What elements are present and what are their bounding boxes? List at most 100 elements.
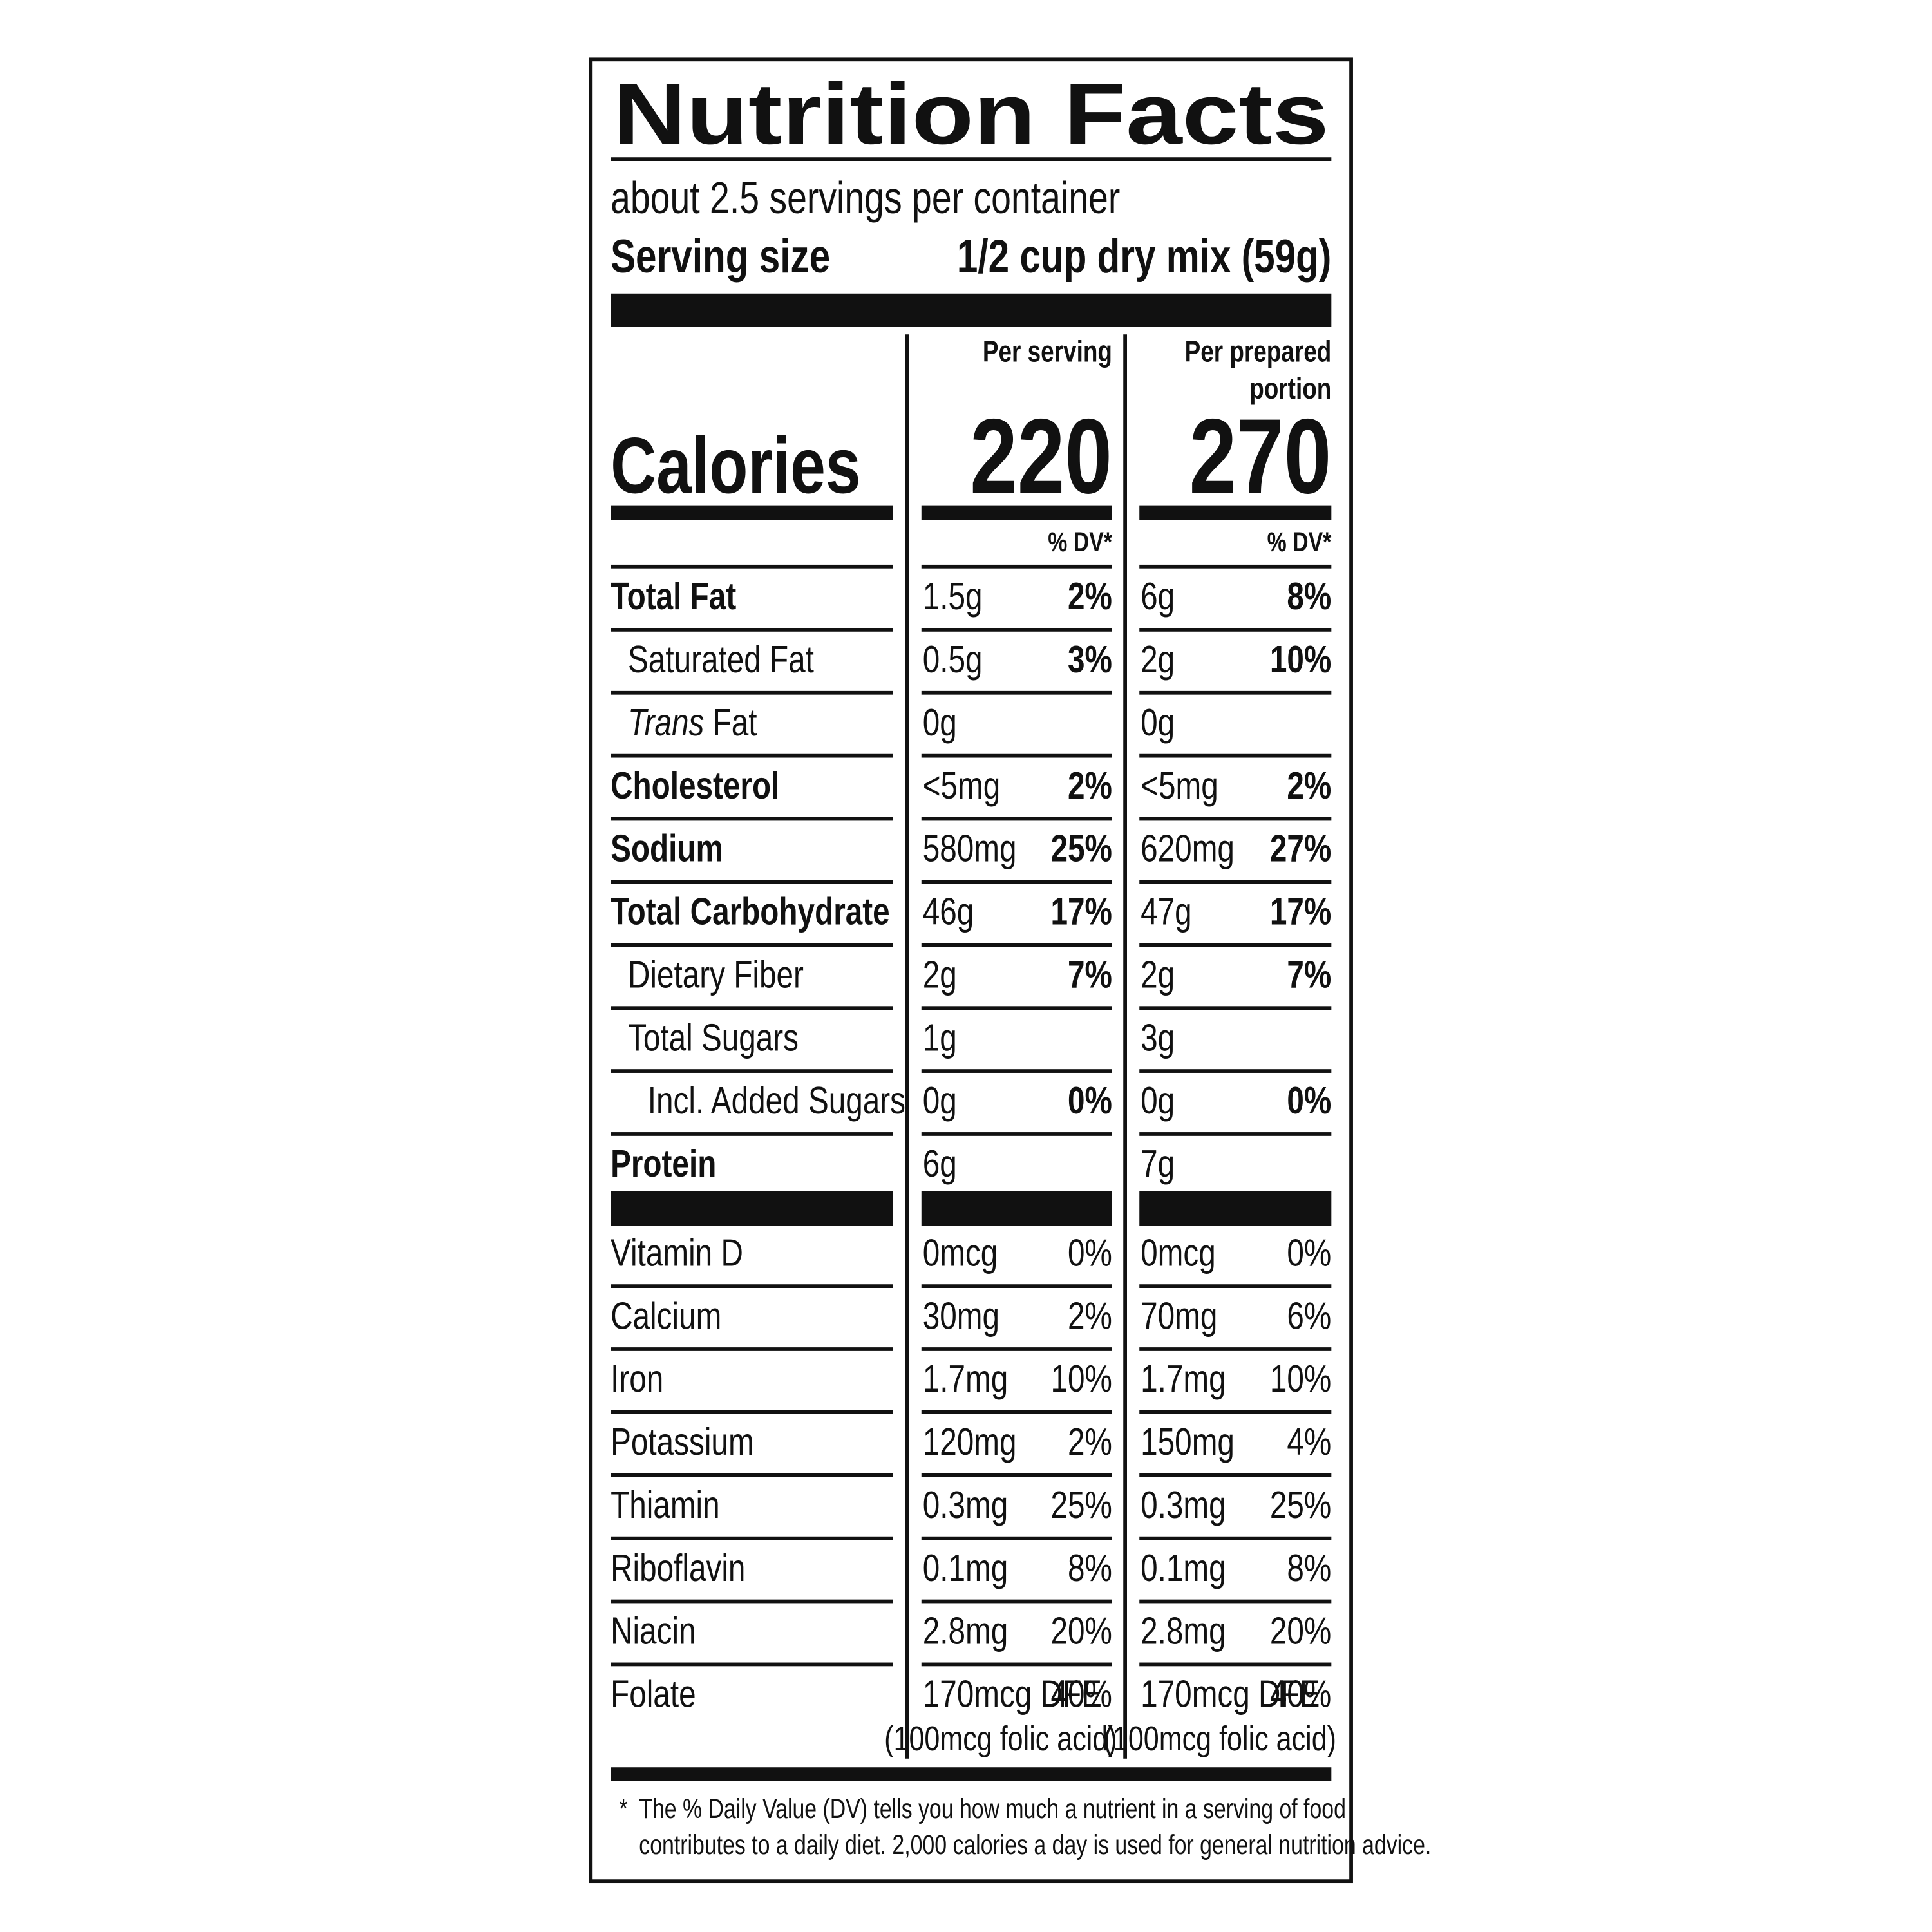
amount: 70mg	[1141, 1294, 1217, 1337]
nutrient-name: Saturated Fat	[628, 638, 814, 681]
row-rule	[1139, 1662, 1332, 1667]
amount: 150mg	[1141, 1421, 1235, 1463]
amount: 170mcg DFE	[923, 1673, 1102, 1716]
calories-rule	[611, 505, 893, 520]
section-bar	[1139, 1191, 1332, 1226]
daily-value: 40%	[1270, 1673, 1331, 1716]
daily-value: 10%	[1270, 1358, 1331, 1400]
row-rule	[611, 1132, 893, 1136]
amount: 6g	[923, 1142, 957, 1185]
calories-label: Calories	[611, 421, 861, 510]
dv-header: % DV*	[1267, 527, 1332, 557]
amount: 7g	[1141, 1142, 1175, 1185]
row-rule	[921, 564, 1112, 569]
title: Nutrition Facts	[613, 65, 1329, 162]
row-rule	[1139, 943, 1332, 947]
nutrient-name: Protein	[611, 1142, 716, 1185]
daily-value: 7%	[1287, 953, 1331, 996]
nutrient-name: Dietary Fiber	[628, 953, 804, 996]
row-rule	[611, 1410, 893, 1414]
daily-value: 0%	[1068, 1231, 1112, 1274]
row-rule	[921, 817, 1112, 821]
daily-value: 7%	[1068, 953, 1112, 996]
footnote-marker: *	[620, 1794, 628, 1824]
daily-value: 10%	[1050, 1358, 1112, 1400]
row-rule	[921, 1536, 1112, 1540]
calories-value: 270	[1189, 396, 1332, 516]
row-rule	[921, 753, 1112, 758]
daily-value: 3%	[1068, 638, 1112, 681]
row-rule	[1139, 1006, 1332, 1010]
amount: <5mg	[923, 764, 1001, 807]
amount: 170mcg DFE	[1141, 1673, 1320, 1716]
row-rule	[921, 1284, 1112, 1288]
row-rule	[921, 628, 1112, 632]
amount: 0g	[1141, 1079, 1175, 1122]
amount: 0mcg	[923, 1231, 998, 1274]
daily-value: 10%	[1270, 638, 1331, 681]
amount: 0.3mg	[923, 1484, 1009, 1526]
row-rule	[921, 943, 1112, 947]
row-rule	[611, 1473, 893, 1477]
calories-rule	[1139, 505, 1332, 520]
vitamin-name: Vitamin D	[611, 1231, 743, 1274]
calories-rule	[921, 505, 1112, 520]
row-rule	[1139, 628, 1332, 632]
vitamin-name: Folate	[611, 1673, 696, 1716]
row-rule	[611, 943, 893, 947]
row-rule	[921, 1599, 1112, 1604]
amount: 30mg	[923, 1294, 999, 1337]
amount: 2g	[1141, 638, 1175, 681]
amount: <5mg	[1141, 764, 1218, 807]
amount: 2.8mg	[923, 1610, 1009, 1653]
column-header: Per serving	[983, 335, 1112, 368]
daily-value: 8%	[1287, 1547, 1331, 1589]
nutrient-name: Total Carbohydrate	[611, 891, 890, 933]
daily-value: 25%	[1050, 828, 1112, 870]
daily-value: 17%	[1050, 891, 1112, 933]
row-rule	[611, 628, 893, 632]
row-rule	[611, 1599, 893, 1604]
row-rule	[921, 1347, 1112, 1351]
amount: 0g	[923, 701, 957, 744]
amount: 0g	[1141, 701, 1175, 744]
vitamin-name: Thiamin	[611, 1484, 720, 1526]
nutrient-name: Trans Fat	[628, 701, 757, 744]
label-border	[589, 57, 1353, 1884]
amount: 2g	[1141, 953, 1175, 996]
row-rule	[921, 1006, 1112, 1010]
dv-header: % DV*	[1048, 527, 1112, 557]
row-rule	[1139, 1347, 1332, 1351]
daily-value: 20%	[1270, 1610, 1331, 1653]
row-rule	[921, 1410, 1112, 1414]
daily-value: 2%	[1068, 764, 1112, 807]
row-rule	[611, 1347, 893, 1351]
column-divider	[905, 334, 909, 1759]
daily-value: 17%	[1270, 891, 1331, 933]
amount: 2g	[923, 953, 957, 996]
amount: 1.5g	[923, 575, 983, 618]
nutrient-name: Incl. Added Sugars	[648, 1079, 905, 1122]
amount: 0mcg	[1141, 1231, 1216, 1274]
row-rule	[921, 1069, 1112, 1073]
daily-value: 2%	[1068, 1421, 1112, 1463]
amount: 0.3mg	[1141, 1484, 1226, 1526]
daily-value: 2%	[1068, 575, 1112, 618]
servings-per-container: about 2.5 servings per container	[611, 173, 1120, 223]
column-header: Per prepared	[1185, 335, 1332, 368]
amount: 0g	[923, 1079, 957, 1122]
nutrient-name: Cholesterol	[611, 764, 779, 807]
amount: 1g	[923, 1016, 957, 1059]
row-rule	[921, 690, 1112, 695]
nutrient-name: Sodium	[611, 828, 723, 870]
column-divider	[1123, 334, 1127, 1759]
amount: 580mg	[923, 828, 1017, 870]
daily-value: 4%	[1287, 1421, 1331, 1463]
row-rule	[921, 1662, 1112, 1667]
section-bar	[611, 1191, 893, 1226]
row-rule	[921, 880, 1112, 884]
daily-value: 27%	[1270, 828, 1331, 870]
amount: 0.1mg	[1141, 1547, 1226, 1589]
row-rule	[1139, 690, 1332, 695]
nutrient-name: Total Sugars	[628, 1016, 799, 1059]
